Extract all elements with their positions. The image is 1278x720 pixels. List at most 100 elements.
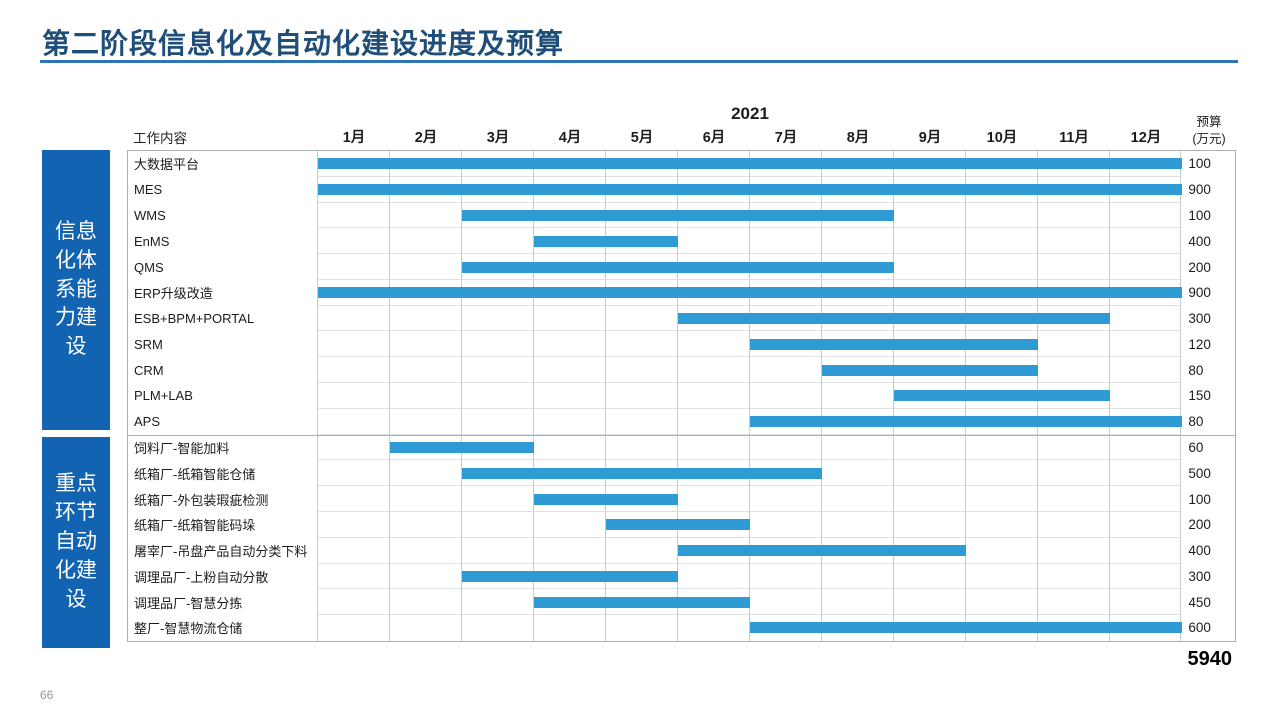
month-header: 6月 xyxy=(702,130,726,146)
month-cell xyxy=(606,357,679,384)
task-label: 屠宰厂-吊盘产品自动分类下料 xyxy=(134,544,308,560)
month-cell xyxy=(678,563,750,590)
task-label: ESB+BPM+PORTAL xyxy=(134,311,255,327)
budget-value: 60 xyxy=(1188,440,1204,456)
task-label: 调理品厂-智慧分拣 xyxy=(134,595,243,611)
month-header: 2月 xyxy=(414,130,438,146)
task-row: 饲料厂-智能加料 60 xyxy=(128,434,1235,461)
budget-value: 200 xyxy=(1188,517,1211,533)
budget-value: 300 xyxy=(1188,568,1211,584)
month-cell xyxy=(462,486,535,512)
page-title: 第二阶段信息化及自动化建设进度及预算 xyxy=(42,27,565,60)
task-timeline xyxy=(317,563,1182,590)
month-header: 3月 xyxy=(486,130,510,146)
month-cell xyxy=(534,615,607,641)
section-label-automation: 重点环节自动化建设 xyxy=(42,437,110,648)
gantt-bar xyxy=(678,545,967,557)
month-cell xyxy=(965,228,1038,255)
month-cell xyxy=(821,589,894,616)
month-cell xyxy=(678,615,750,641)
budget-header-line1: 预算 xyxy=(1196,115,1222,130)
task-timeline xyxy=(317,228,1182,255)
month-cell xyxy=(678,383,750,409)
gantt-bar xyxy=(822,364,1039,376)
month-cell xyxy=(749,228,822,255)
month-cell xyxy=(893,435,966,461)
month-cell xyxy=(1109,537,1182,564)
month-cell xyxy=(1109,460,1182,487)
title-underline xyxy=(40,60,1238,63)
month-cell xyxy=(1109,486,1182,512)
month-cell xyxy=(390,383,463,409)
task-timeline xyxy=(317,486,1182,512)
budget-value: 100 xyxy=(1188,207,1211,223)
month-header: 11月 xyxy=(1059,130,1089,146)
task-timeline xyxy=(317,279,1183,306)
task-timeline xyxy=(317,176,1183,203)
gantt-bar xyxy=(606,519,751,531)
month-cell xyxy=(1109,305,1182,332)
budget-value: 150 xyxy=(1188,388,1211,404)
month-cell xyxy=(1109,202,1182,229)
task-row: 纸箱厂-纸箱智能仓储 500 xyxy=(128,460,1235,487)
month-cell xyxy=(390,408,463,435)
month-cell xyxy=(390,331,463,358)
month-cell xyxy=(1037,511,1110,538)
task-label: QMS xyxy=(134,259,164,275)
month-cell xyxy=(965,511,1038,538)
month-cell xyxy=(390,305,463,332)
task-timeline xyxy=(317,615,1183,641)
month-cell xyxy=(318,383,391,409)
budget-value: 80 xyxy=(1188,414,1204,430)
month-cell xyxy=(678,331,750,358)
budget-value: 900 xyxy=(1188,182,1211,198)
task-timeline xyxy=(317,202,1182,229)
month-cell xyxy=(318,563,391,590)
month-cell xyxy=(1109,357,1182,384)
month-cell xyxy=(678,357,750,384)
gantt-bar xyxy=(390,442,535,454)
month-cell xyxy=(390,202,463,229)
task-label: PLM+LAB xyxy=(134,388,193,404)
task-label: EnMS xyxy=(134,233,170,249)
task-label: 纸箱厂-纸箱智能仓储 xyxy=(134,466,256,482)
month-header: 4月 xyxy=(558,130,582,146)
month-cell xyxy=(318,460,391,487)
month-header: 12月 xyxy=(1130,130,1162,146)
gantt-bar xyxy=(462,467,823,479)
budget-value: 300 xyxy=(1188,311,1211,327)
total-budget: 5940 xyxy=(1187,648,1233,670)
month-cell xyxy=(749,383,822,409)
task-label: SRM xyxy=(134,336,163,352)
month-cell xyxy=(534,383,607,409)
month-cell xyxy=(318,615,391,641)
gantt-bar xyxy=(318,184,1183,196)
budget-value: 80 xyxy=(1188,362,1204,378)
month-cell xyxy=(1037,435,1110,461)
task-label: 整厂-智慧物流仓储 xyxy=(134,621,243,637)
month-cell xyxy=(534,511,607,538)
budget-value: 400 xyxy=(1188,543,1211,559)
month-cell xyxy=(534,331,607,358)
task-row: ESB+BPM+PORTAL 300 xyxy=(128,305,1235,332)
month-cell xyxy=(1109,228,1182,255)
task-timeline xyxy=(317,331,1182,358)
month-cell xyxy=(318,435,391,461)
gantt-bar xyxy=(318,158,1183,170)
month-cell xyxy=(462,228,535,255)
month-cell xyxy=(318,331,391,358)
month-cell xyxy=(462,383,535,409)
month-cell xyxy=(965,563,1038,590)
task-timeline xyxy=(317,537,1182,564)
month-cell xyxy=(749,435,822,461)
task-timeline xyxy=(317,408,1183,435)
month-cell xyxy=(678,435,750,461)
month-header: 7月 xyxy=(774,130,798,146)
month-cell xyxy=(821,511,894,538)
month-cell xyxy=(1109,331,1182,358)
month-cell xyxy=(606,408,679,435)
month-cell xyxy=(1037,228,1110,255)
budget-value: 120 xyxy=(1188,336,1211,352)
month-cell xyxy=(318,228,391,255)
month-header: 10月 xyxy=(986,130,1018,146)
